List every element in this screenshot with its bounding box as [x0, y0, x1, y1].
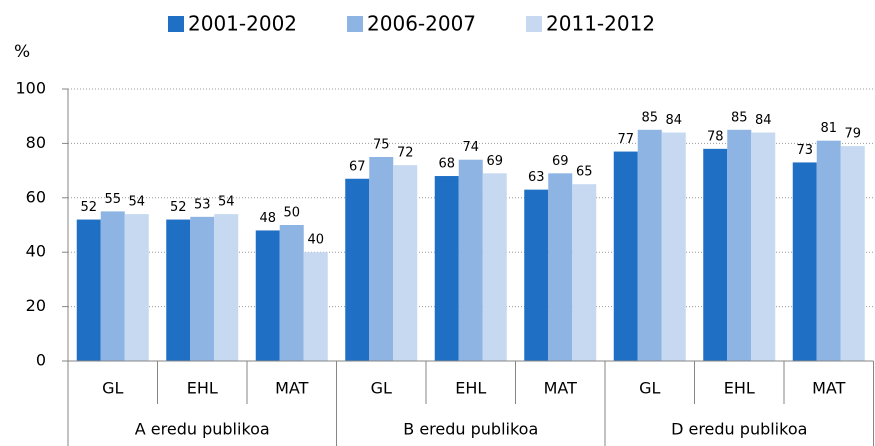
- bar: [345, 178, 370, 361]
- data-label: 72: [397, 146, 414, 161]
- x-tick-label: GL: [371, 379, 392, 398]
- bar: [751, 132, 776, 361]
- data-label: 69: [552, 154, 569, 169]
- bar: [124, 214, 149, 361]
- bar: [369, 157, 394, 361]
- data-label: 48: [259, 211, 276, 226]
- x-tick-label: MAT: [812, 379, 846, 398]
- bar: [190, 216, 215, 361]
- legend-label: 2011-2012: [546, 12, 655, 36]
- bar: [482, 173, 507, 361]
- data-label: 69: [486, 154, 503, 169]
- bar: [100, 211, 125, 361]
- data-label: 50: [283, 206, 300, 221]
- data-label: 67: [349, 159, 366, 174]
- data-label: 53: [194, 197, 211, 212]
- bar: [458, 159, 483, 361]
- bar: [393, 165, 418, 361]
- bar: [166, 219, 191, 361]
- bar: [637, 129, 662, 361]
- data-label: 84: [755, 113, 772, 128]
- data-label: 84: [665, 113, 682, 128]
- bar: [703, 148, 728, 361]
- data-label: 85: [641, 110, 658, 125]
- legend-swatch: [347, 16, 364, 32]
- data-label: 40: [307, 233, 324, 248]
- y-tick-label: 0: [36, 351, 46, 370]
- bar: [840, 146, 865, 361]
- y-axis-label: %: [14, 42, 30, 62]
- group-label: A eredu publikoa: [135, 420, 270, 439]
- legend-label: 2006-2007: [367, 12, 476, 36]
- legend-swatch: [168, 16, 184, 32]
- bar: [816, 140, 841, 361]
- y-tick-label: 60: [26, 187, 46, 206]
- data-label: 75: [373, 138, 390, 153]
- x-tick-label: EHL: [724, 379, 755, 398]
- data-label: 81: [820, 121, 837, 136]
- data-label: 77: [617, 132, 634, 147]
- group-label: D eredu publikoa: [671, 420, 807, 439]
- x-tick-label: MAT: [275, 379, 309, 398]
- data-label: 65: [576, 165, 593, 180]
- data-label: 54: [218, 195, 235, 210]
- legend-label: 2001-2002: [188, 12, 297, 36]
- data-label: 55: [104, 192, 121, 207]
- bar: [279, 225, 304, 361]
- y-tick-label: 40: [26, 242, 46, 261]
- data-label: 63: [528, 170, 545, 185]
- legend-swatch: [526, 16, 543, 32]
- x-tick-label: EHL: [187, 379, 218, 398]
- data-label: 73: [796, 143, 813, 158]
- data-label: 52: [80, 200, 97, 215]
- group-label: B eredu publikoa: [403, 420, 538, 439]
- bar: [613, 151, 638, 361]
- bar: [524, 189, 549, 361]
- x-tick-label: GL: [102, 379, 123, 398]
- data-label: 52: [170, 200, 187, 215]
- bar: [572, 184, 597, 361]
- bar: [434, 176, 459, 361]
- data-label: 85: [731, 110, 748, 125]
- y-tick-label: 100: [15, 79, 46, 98]
- data-label: 68: [438, 157, 455, 172]
- x-tick-label: EHL: [455, 379, 486, 398]
- bar: [303, 252, 328, 361]
- y-tick-label: 20: [26, 296, 46, 315]
- data-label: 79: [844, 127, 861, 142]
- x-tick-label: GL: [639, 379, 660, 398]
- bar: [792, 162, 817, 361]
- bar: [727, 129, 752, 361]
- bar: [255, 230, 280, 361]
- data-label: 78: [707, 129, 724, 144]
- data-label: 54: [128, 195, 145, 210]
- y-tick-label: 80: [26, 133, 46, 152]
- bar: [76, 219, 101, 361]
- bar: [661, 132, 686, 361]
- bar: [548, 173, 573, 361]
- data-label: 74: [462, 140, 479, 155]
- x-tick-label: MAT: [544, 379, 578, 398]
- bar: [214, 214, 239, 361]
